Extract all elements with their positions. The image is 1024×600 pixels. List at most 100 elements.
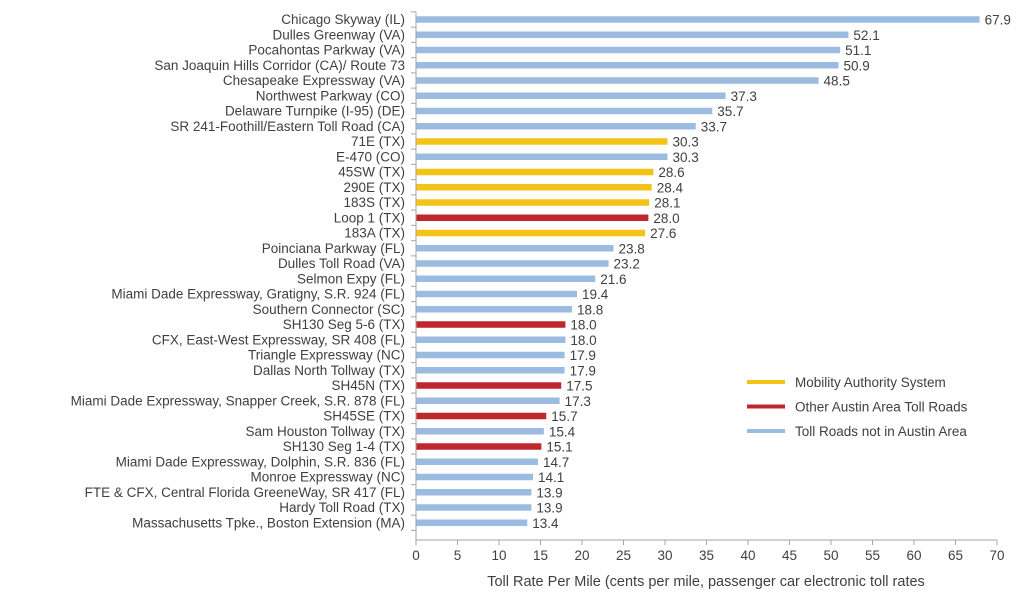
category-label: Chesapeake Expressway (VA) bbox=[223, 73, 405, 88]
x-tick-label: 60 bbox=[906, 548, 921, 563]
value-labels: 67.952.151.150.948.537.335.733.730.330.3… bbox=[532, 13, 1011, 531]
x-tick-label: 30 bbox=[657, 548, 672, 563]
category-label: SH130 Seg 5-6 (TX) bbox=[283, 317, 405, 332]
bar bbox=[416, 351, 565, 359]
bar bbox=[416, 123, 696, 130]
bar bbox=[416, 473, 534, 481]
category-label: 183A (TX) bbox=[344, 226, 405, 241]
value-label: 28.6 bbox=[658, 165, 684, 180]
value-label: 17.9 bbox=[570, 363, 596, 378]
value-label: 37.3 bbox=[731, 89, 757, 104]
value-label: 13.9 bbox=[536, 485, 562, 500]
bar bbox=[416, 504, 532, 511]
category-label: SH45SE (TX) bbox=[323, 409, 405, 424]
value-label: 28.0 bbox=[653, 211, 679, 226]
bar bbox=[416, 367, 565, 374]
legend-swatch bbox=[747, 380, 785, 384]
bars-layer bbox=[416, 16, 980, 526]
value-label: 18.0 bbox=[570, 333, 596, 348]
category-label: Pocahontas Parkway (VA) bbox=[248, 43, 405, 58]
bar bbox=[416, 184, 652, 191]
x-tick-label: 25 bbox=[616, 548, 631, 563]
category-label: Dallas North Tollway (TX) bbox=[253, 363, 405, 378]
category-label: San Joaquin Hills Corridor (CA)/ Route 7… bbox=[154, 58, 405, 73]
value-label: 18.8 bbox=[577, 302, 603, 317]
value-label: 30.3 bbox=[672, 150, 698, 165]
value-label: 48.5 bbox=[824, 74, 850, 89]
value-label: 23.8 bbox=[619, 241, 645, 256]
x-tick-label: 5 bbox=[454, 548, 462, 563]
category-label: Hardy Toll Road (TX) bbox=[279, 500, 405, 515]
bar bbox=[416, 489, 532, 496]
value-label: 13.9 bbox=[536, 501, 562, 516]
x-tick-label: 10 bbox=[491, 548, 506, 563]
category-label: SH130 Seg 1-4 (TX) bbox=[283, 439, 405, 454]
bar bbox=[416, 62, 839, 69]
bar bbox=[416, 92, 726, 99]
bar bbox=[416, 77, 819, 84]
bar bbox=[416, 443, 542, 450]
category-label: 290E (TX) bbox=[343, 180, 405, 195]
bar bbox=[416, 382, 562, 389]
bar bbox=[416, 519, 528, 526]
category-label: Chicago Skyway (IL) bbox=[281, 12, 405, 27]
category-label: 183S (TX) bbox=[343, 195, 405, 210]
category-label: Miami Dade Expressway, Dolphin, S.R. 836… bbox=[116, 454, 405, 469]
value-label: 35.7 bbox=[717, 104, 743, 119]
x-axis: 0 5 10 15 20 25 30 35 40 45 50 55 60 65 70 bbox=[411, 11, 1005, 563]
category-label: Dulles Toll Road (VA) bbox=[278, 256, 405, 271]
bar bbox=[416, 138, 668, 145]
value-label: 15.1 bbox=[546, 440, 572, 455]
category-label: Selmon Expy (FL) bbox=[297, 271, 405, 286]
x-tick-label: 45 bbox=[782, 548, 797, 563]
category-label: Monroe Expressway (NC) bbox=[250, 470, 405, 485]
category-label: E-470 (CO) bbox=[336, 149, 405, 164]
value-label: 33.7 bbox=[701, 119, 727, 134]
value-label: 28.4 bbox=[657, 180, 684, 195]
value-label: 17.3 bbox=[565, 394, 591, 409]
bar bbox=[416, 16, 980, 23]
x-tick-label: 70 bbox=[989, 548, 1004, 563]
category-label: 45SW (TX) bbox=[338, 165, 405, 180]
bar bbox=[416, 336, 566, 343]
value-label: 28.1 bbox=[654, 196, 680, 211]
bar bbox=[416, 153, 668, 160]
category-label: Miami Dade Expressway, Snapper Creek, S.… bbox=[71, 393, 405, 408]
x-tick-label: 20 bbox=[574, 548, 589, 563]
legend-entry: Toll Roads not in Austin Area bbox=[795, 424, 967, 439]
value-label: 14.1 bbox=[538, 470, 564, 485]
value-label: 18.0 bbox=[570, 318, 596, 333]
category-label: SH45N (TX) bbox=[331, 378, 405, 393]
value-label: 17.9 bbox=[570, 348, 596, 363]
x-tick-label: 65 bbox=[948, 548, 963, 563]
x-tick-label: 35 bbox=[699, 548, 714, 563]
legend-swatch bbox=[747, 429, 785, 433]
category-label: Miami Dade Expressway, Gratigny, S.R. 92… bbox=[111, 287, 405, 302]
bar bbox=[416, 397, 560, 404]
legend-entry: Other Austin Area Toll Roads bbox=[795, 400, 968, 415]
category-label: Northwest Parkway (CO) bbox=[256, 88, 405, 103]
category-label: Dulles Greenway (VA) bbox=[272, 27, 405, 42]
value-label: 15.7 bbox=[551, 409, 577, 424]
value-label: 21.6 bbox=[600, 272, 626, 287]
bar bbox=[416, 168, 654, 176]
bar bbox=[416, 275, 596, 282]
x-axis-title: Toll Rate Per Mile (cents per mile, pass… bbox=[487, 574, 925, 590]
category-label: FTE & CFX, Central Florida GreeneWay, SR… bbox=[85, 485, 405, 500]
category-label: Poinciana Parkway (FL) bbox=[262, 241, 405, 256]
category-label: Loop 1 (TX) bbox=[334, 210, 405, 225]
legend-swatch bbox=[747, 404, 785, 409]
legend-entry: Mobility Authority System bbox=[795, 375, 946, 390]
value-label: 15.4 bbox=[549, 424, 576, 439]
category-label: Massachusetts Tpke., Boston Extension (M… bbox=[132, 515, 405, 530]
value-label: 51.1 bbox=[845, 43, 871, 58]
category-label: 71E (TX) bbox=[351, 134, 405, 149]
value-label: 67.9 bbox=[985, 13, 1011, 28]
value-label: 52.1 bbox=[853, 28, 879, 43]
category-label: Triangle Expressway (NC) bbox=[248, 348, 405, 363]
value-label: 14.7 bbox=[543, 455, 569, 470]
value-label: 17.5 bbox=[566, 379, 592, 394]
bar bbox=[416, 428, 544, 435]
bar bbox=[416, 199, 650, 206]
